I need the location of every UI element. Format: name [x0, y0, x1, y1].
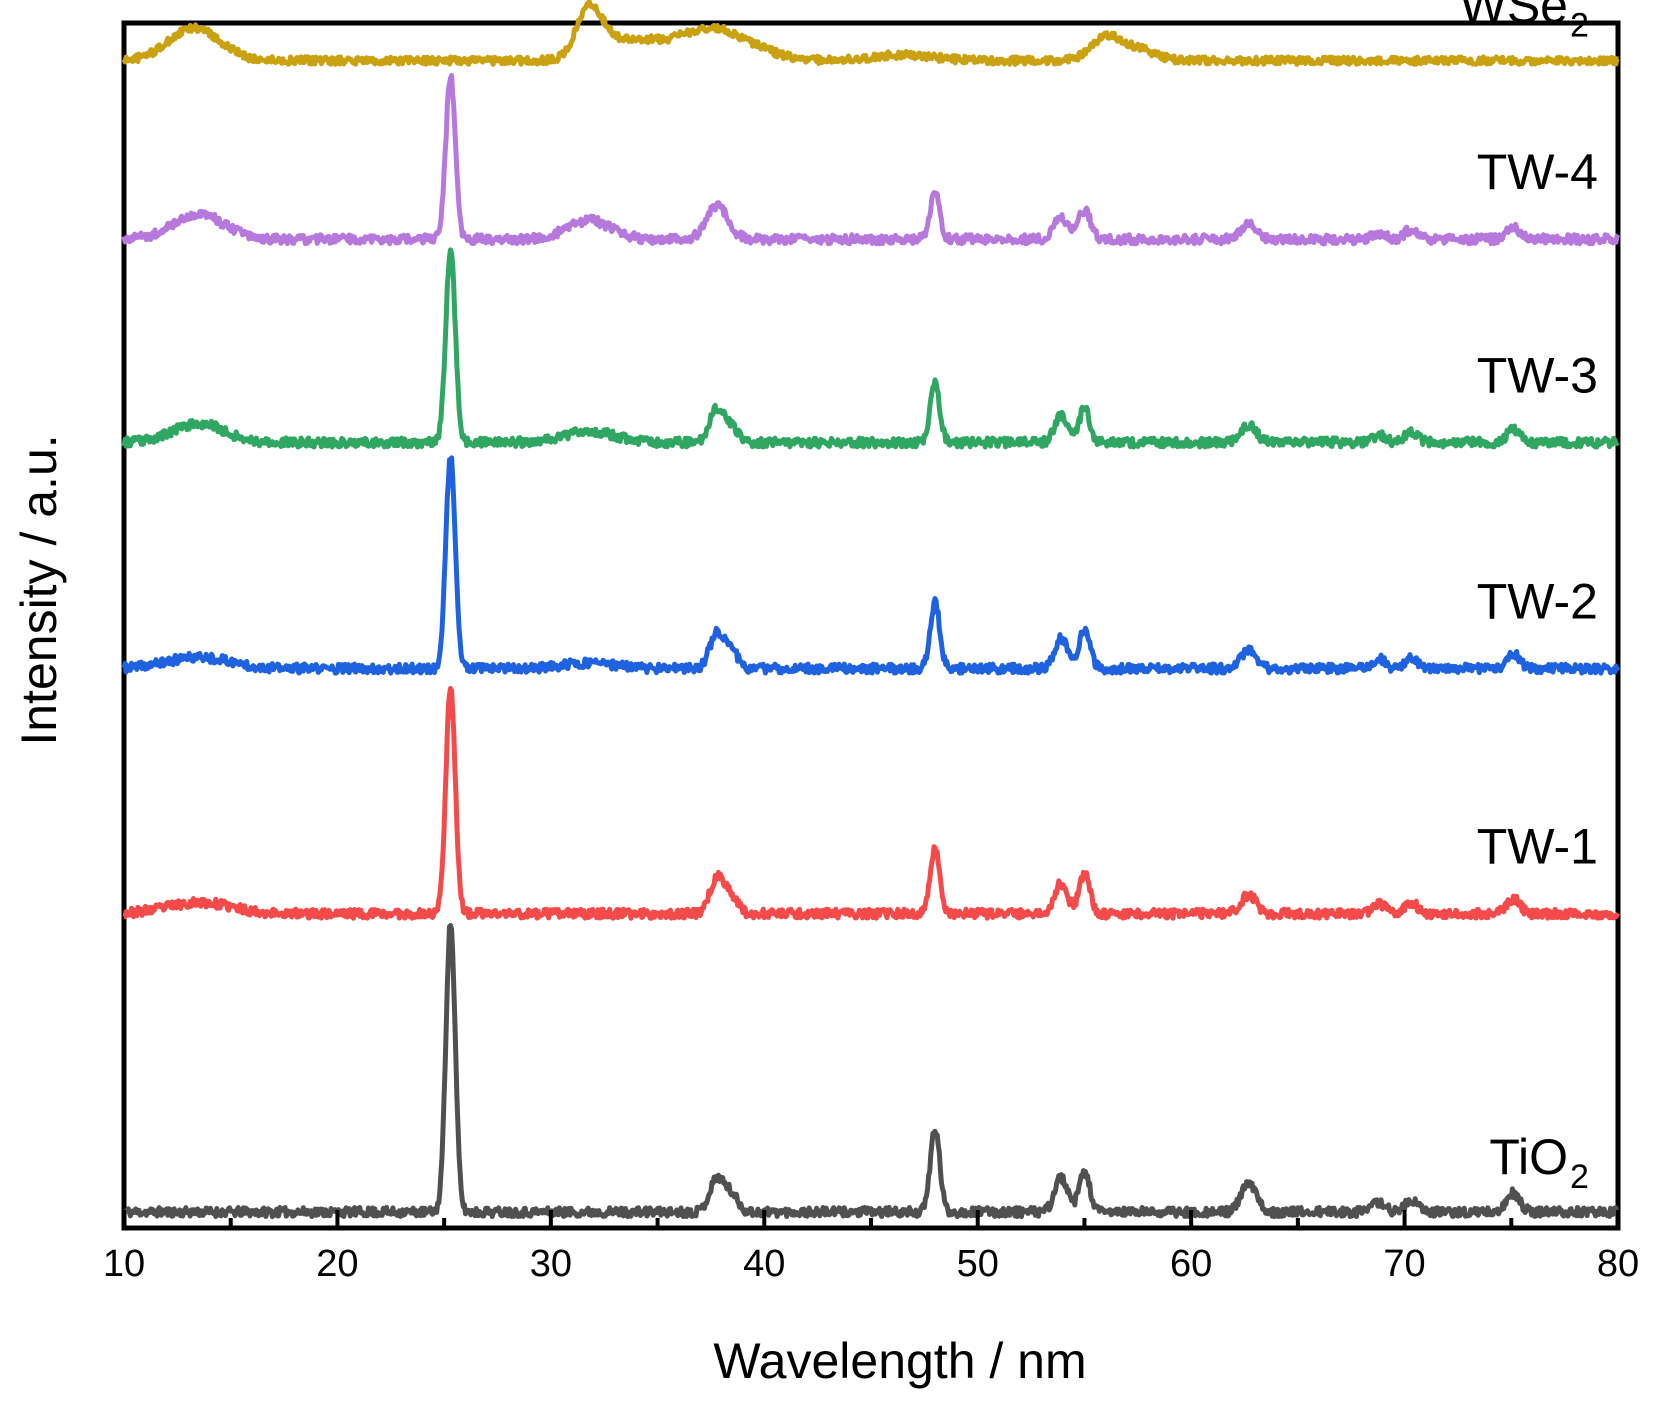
series-label-subscript-wse2: 2: [1570, 7, 1589, 45]
x-tick-label-10: 10: [103, 1243, 145, 1285]
series-label-subscript-tio2: 2: [1570, 1158, 1589, 1196]
series-line-wse2: [121, 0, 1620, 67]
series-layer: [121, 0, 1621, 1220]
x-axis-title: Wavelength / nm: [713, 1333, 1086, 1389]
series-label-tw-3: TW-3: [1477, 348, 1598, 404]
plot-frame: [121, 20, 1621, 1231]
x-tick-label-80: 80: [1597, 1243, 1639, 1285]
y-axis-title: Intensity / a.u.: [11, 434, 67, 745]
x-tick-label-20: 20: [316, 1243, 358, 1285]
series-line-tw-2: [121, 455, 1621, 676]
x-axis-ticks: 10 20 30 40 50 60 70 80: [103, 1210, 1639, 1285]
series-line-tw-3: [121, 247, 1620, 450]
series-line-tw-1: [122, 685, 1621, 921]
x-tick-label-40: 40: [743, 1243, 785, 1285]
series-line-tw-4: [121, 73, 1621, 247]
x-tick-label-30: 30: [530, 1243, 572, 1285]
series-label-tw-2: TW-2: [1477, 574, 1598, 630]
x-tick-label-60: 60: [1170, 1243, 1212, 1285]
x-tick-label-50: 50: [957, 1243, 999, 1285]
series-label-tw-1: TW-1: [1477, 819, 1598, 875]
series-label-wse2: WSe: [1460, 0, 1568, 34]
x-tick-label-70: 70: [1383, 1243, 1425, 1285]
series-line-tio2: [122, 923, 1620, 1220]
series-label-tw-4: TW-4: [1477, 144, 1598, 200]
series-label-tio2: TiO: [1489, 1129, 1568, 1185]
